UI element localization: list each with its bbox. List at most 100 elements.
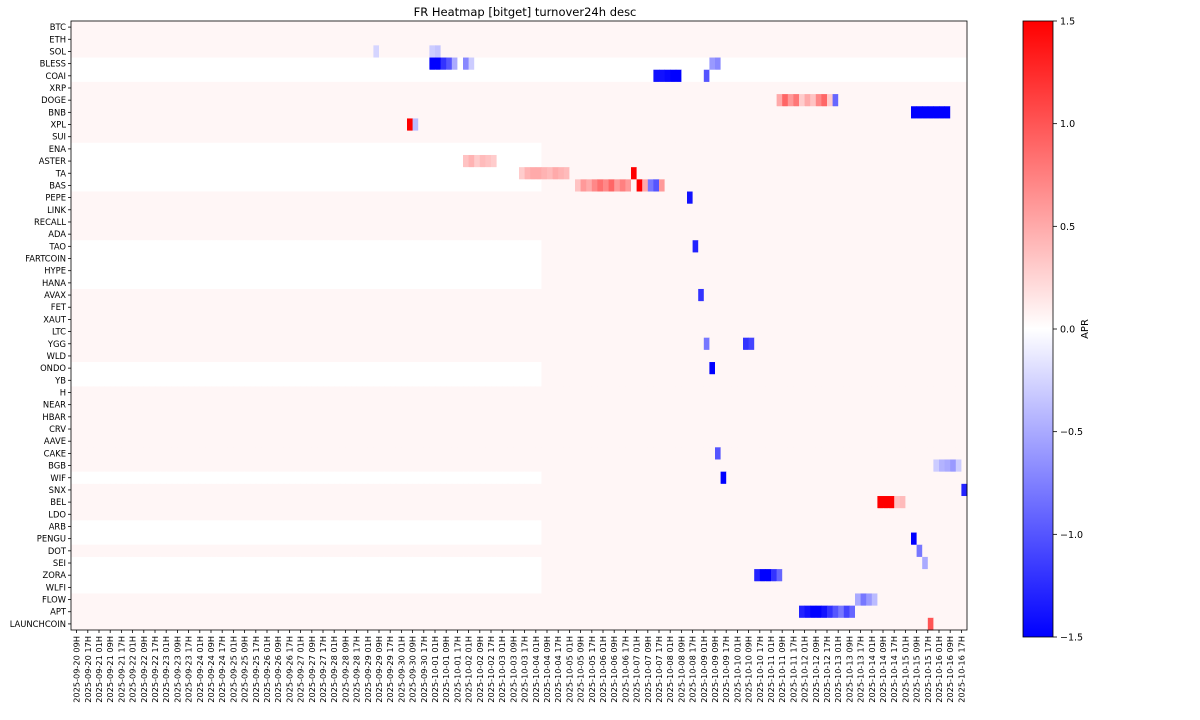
heatmap-cell — [866, 362, 873, 375]
heatmap-cell — [250, 142, 257, 156]
heatmap-cell — [810, 154, 817, 168]
heatmap-cell — [345, 386, 352, 399]
heatmap-cell — [233, 362, 240, 375]
heatmap-cell — [407, 264, 413, 278]
heatmap-cell — [93, 154, 100, 168]
heatmap-cell — [933, 215, 940, 229]
heatmap-cell — [289, 45, 296, 58]
heatmap-cell — [659, 33, 665, 46]
heatmap-cell — [681, 94, 688, 107]
heatmap-cell — [306, 191, 313, 205]
heatmap-cell — [496, 313, 503, 326]
heatmap-cell — [351, 203, 357, 217]
heatmap-cell — [390, 94, 397, 107]
heatmap-cell — [362, 191, 369, 205]
heatmap-cell — [306, 154, 313, 168]
heatmap-cell — [384, 33, 391, 46]
heatmap-cell — [127, 301, 133, 314]
heatmap-cell — [362, 301, 369, 314]
heatmap-cell — [132, 374, 139, 387]
heatmap-cell — [317, 313, 324, 326]
heatmap-cell — [939, 191, 945, 205]
heatmap-cell — [608, 203, 615, 217]
heatmap-cell — [362, 386, 369, 399]
heatmap-cell — [642, 313, 649, 326]
heatmap-cell — [614, 118, 621, 132]
heatmap-cell — [507, 167, 514, 180]
heatmap-cell — [440, 215, 447, 229]
heatmap-cell — [720, 337, 727, 351]
heatmap-cell — [513, 325, 520, 339]
heatmap-cell — [272, 118, 279, 132]
heatmap-cell — [205, 386, 212, 399]
heatmap-cell — [115, 142, 122, 156]
heatmap-cell — [110, 337, 117, 351]
heatmap-cell — [496, 288, 503, 302]
heatmap-cell — [311, 276, 318, 290]
heatmap-cell — [670, 69, 677, 83]
heatmap-cell — [709, 179, 716, 192]
heatmap-cell — [810, 69, 817, 83]
heatmap-cell — [793, 167, 800, 180]
heatmap-cell — [799, 288, 805, 302]
heatmap-cell — [491, 179, 497, 192]
heatmap-cell — [211, 179, 217, 192]
heatmap-cell — [541, 21, 548, 34]
heatmap-cell — [104, 240, 111, 253]
heatmap-cell — [373, 94, 380, 107]
heatmap-cell — [944, 313, 951, 326]
heatmap-cell — [883, 21, 889, 34]
heatmap-cell — [759, 349, 766, 363]
heatmap-cell — [838, 264, 845, 278]
heatmap-cell — [451, 81, 458, 95]
heatmap-cell — [855, 313, 861, 326]
heatmap-cell — [905, 301, 912, 314]
heatmap-cell — [927, 325, 934, 339]
heatmap-cell — [166, 276, 173, 290]
heatmap-cell — [692, 276, 699, 290]
heatmap-cell — [379, 191, 385, 205]
heatmap-cell — [418, 325, 425, 339]
heatmap-cell — [311, 191, 318, 205]
heatmap-cell — [961, 228, 968, 241]
heatmap-cell — [474, 325, 481, 339]
heatmap-cell — [205, 191, 212, 205]
heatmap-cell — [401, 21, 408, 34]
heatmap-cell — [524, 203, 531, 217]
heatmap-cell — [642, 33, 649, 46]
heatmap-cell — [311, 288, 318, 302]
heatmap-cell — [104, 362, 111, 375]
heatmap-cell — [939, 386, 945, 399]
heatmap-cell — [636, 349, 643, 363]
heatmap-cell — [731, 154, 738, 168]
heatmap-cell — [222, 69, 229, 83]
heatmap-cell — [815, 167, 822, 180]
heatmap-cell — [911, 374, 917, 387]
heatmap-cell — [636, 203, 643, 217]
heatmap-cell — [457, 167, 464, 180]
heatmap-cell — [412, 337, 419, 351]
heatmap-cell — [625, 337, 632, 351]
heatmap-cell — [93, 301, 100, 314]
heatmap-cell — [211, 57, 217, 71]
heatmap-cell — [407, 215, 413, 229]
heatmap-cell — [149, 215, 156, 229]
heatmap-cell — [927, 240, 934, 253]
heatmap-cell — [916, 301, 923, 314]
heatmap-cell — [675, 94, 682, 107]
heatmap-cell — [692, 142, 699, 156]
heatmap-cell — [239, 264, 245, 278]
heatmap-cell — [631, 349, 637, 363]
heatmap-cell — [793, 252, 800, 265]
heatmap-cell — [244, 228, 251, 241]
heatmap-cell — [776, 94, 783, 107]
heatmap-cell — [289, 240, 296, 253]
heatmap-cell — [787, 337, 794, 351]
heatmap-cell — [843, 57, 850, 71]
heatmap-cell — [418, 228, 425, 241]
heatmap-cell — [211, 386, 217, 399]
heatmap-cell — [367, 228, 374, 241]
heatmap-cell — [950, 215, 957, 229]
heatmap-cell — [199, 106, 206, 119]
heatmap-cell — [166, 33, 173, 46]
